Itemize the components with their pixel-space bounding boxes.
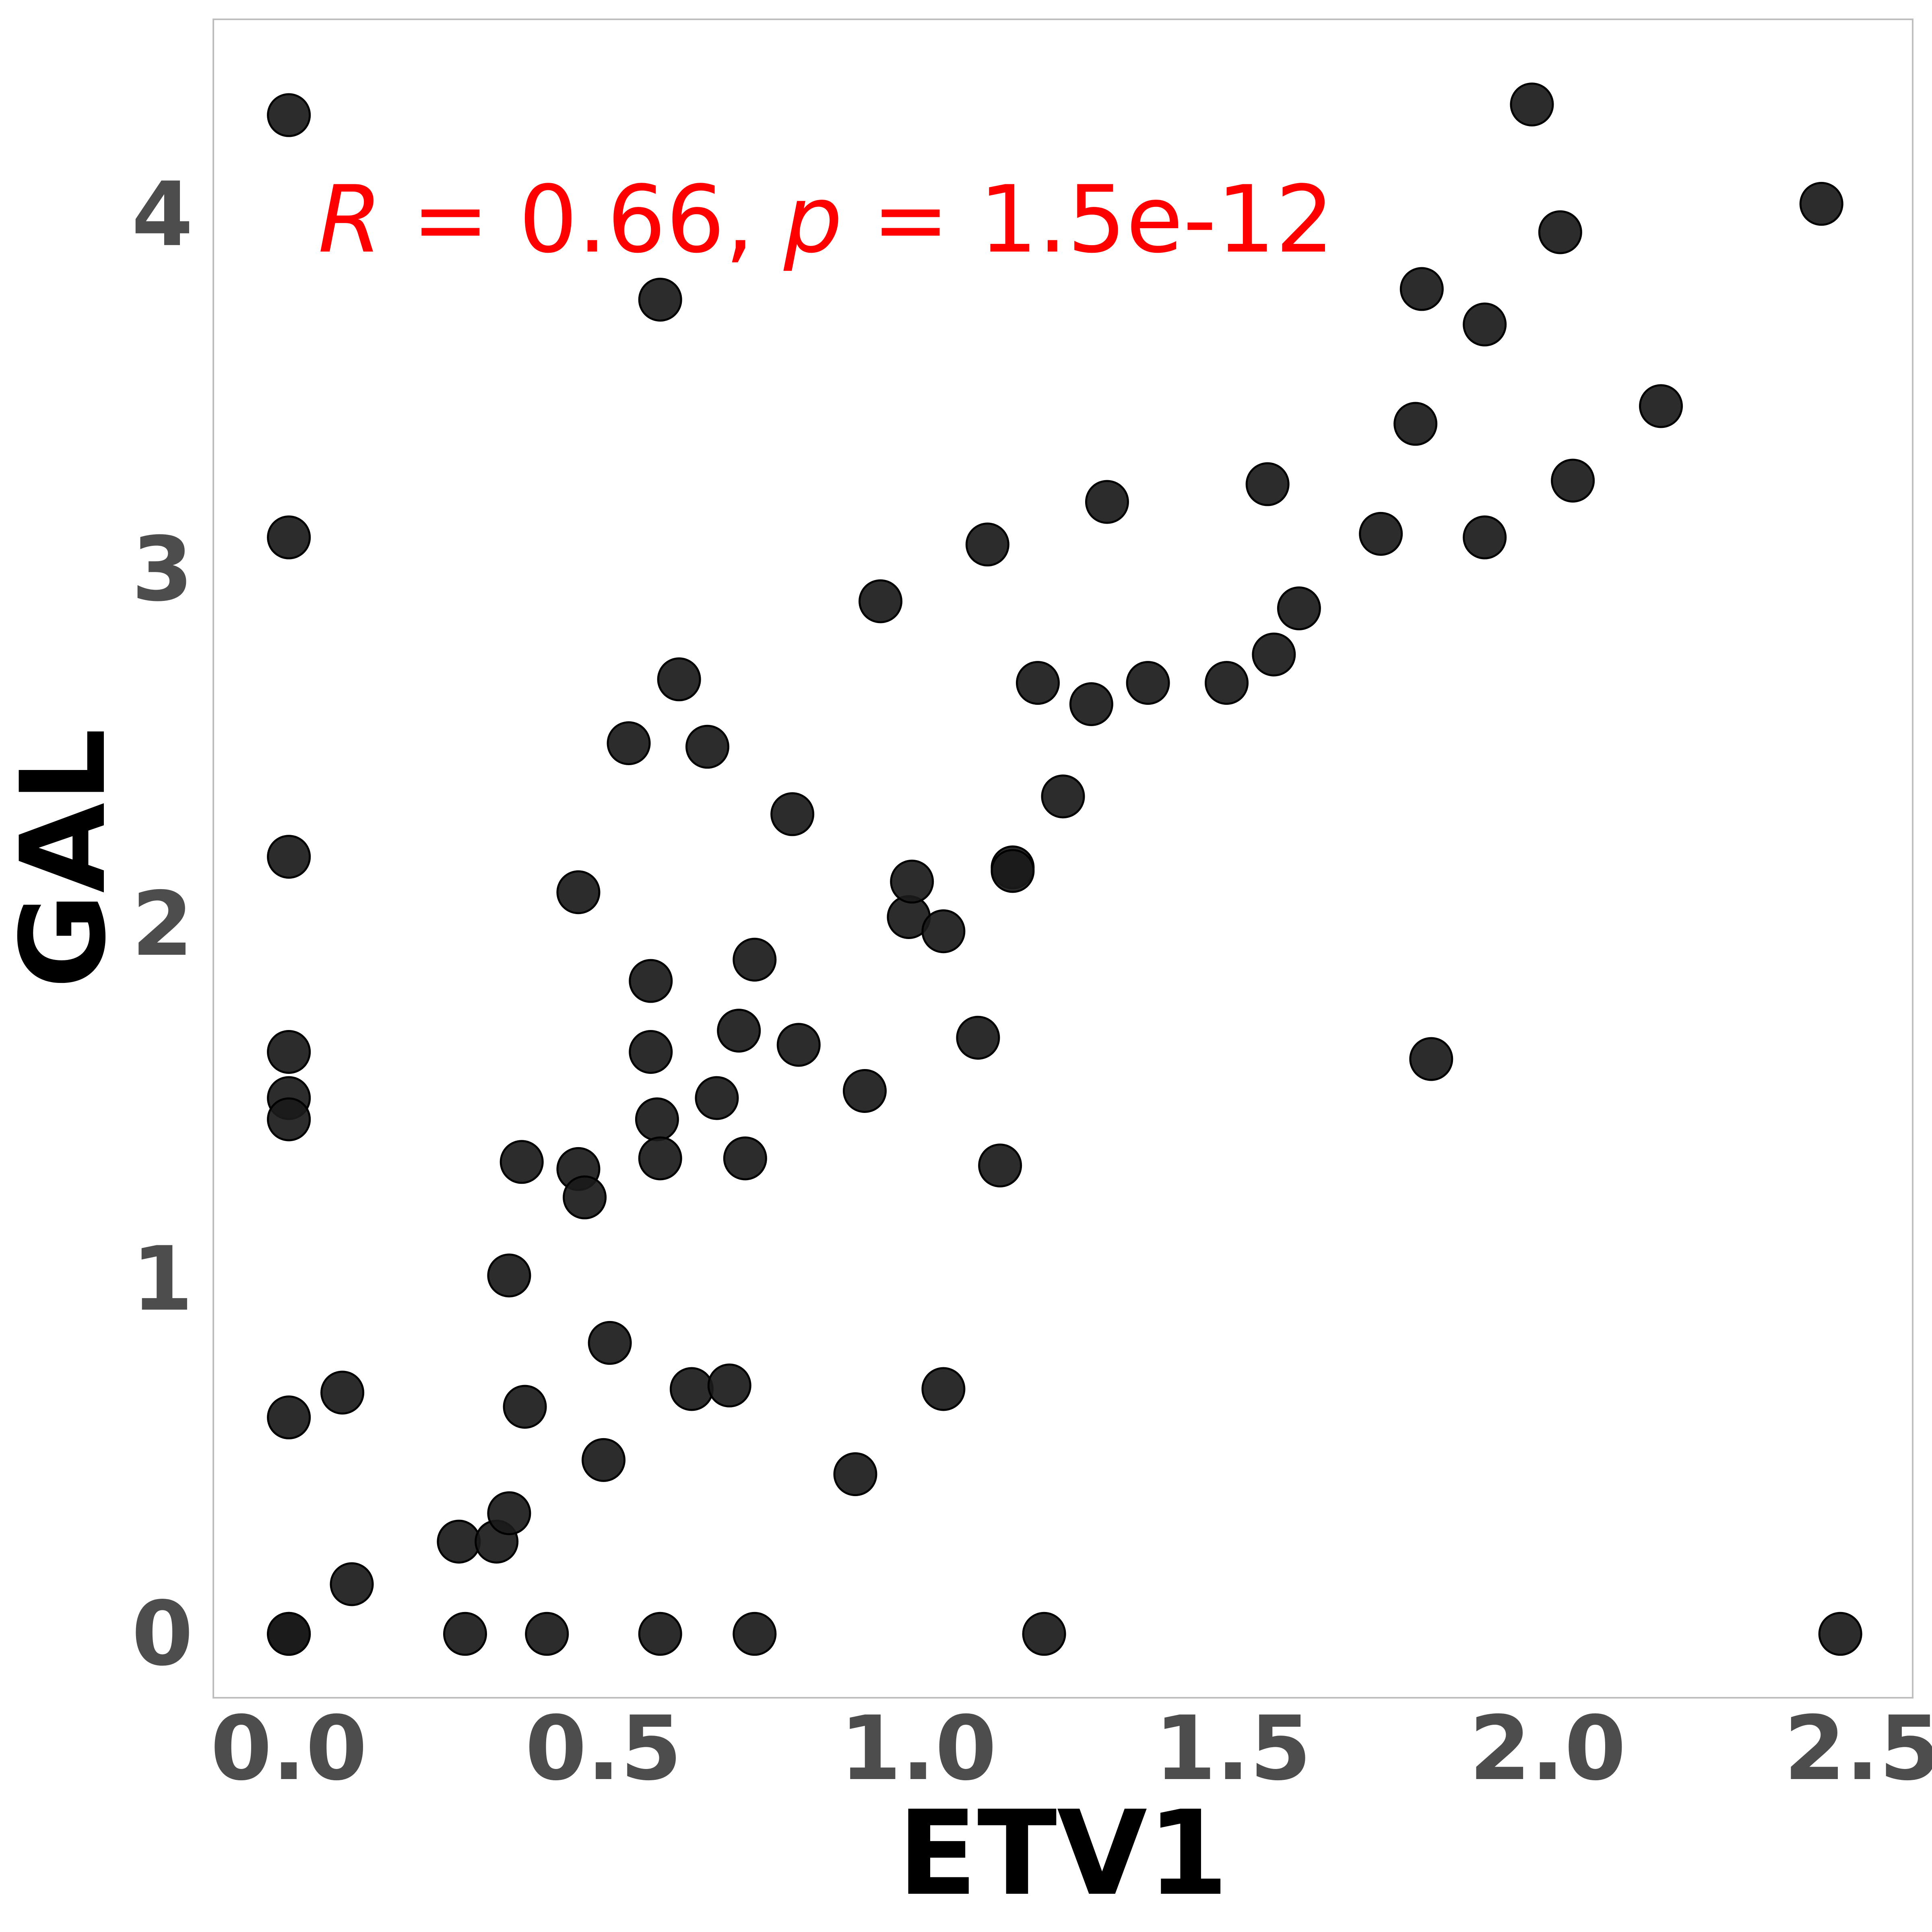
x-tick-labels: 0.0 0.5 1.0 1.5 2.0 2.5: [211, 1697, 1932, 1800]
y-tick-label: 2: [132, 873, 193, 976]
data-point: [669, 1367, 714, 1411]
data-point: [267, 1612, 311, 1656]
data-point: [330, 1562, 374, 1606]
data-point: [1016, 661, 1060, 705]
data-point: [487, 1253, 531, 1298]
data-point: [1022, 1612, 1066, 1656]
y-tick-label: 0: [132, 1582, 193, 1685]
x-tick-label: 2.0: [1469, 1697, 1626, 1800]
data-point: [1463, 302, 1507, 347]
data-point: [1409, 1037, 1453, 1081]
data-point: [1085, 480, 1129, 524]
data-point: [921, 909, 966, 954]
data-point: [1510, 83, 1554, 127]
x-tick-label: 1.5: [1154, 1697, 1311, 1800]
data-point: [859, 579, 903, 623]
data-point: [733, 937, 777, 982]
r-symbol: R: [318, 166, 382, 274]
x-tick-label: 1.0: [840, 1697, 997, 1800]
x-axis-title: ETV1: [898, 1786, 1228, 1922]
data-point: [635, 1097, 679, 1141]
y-tick-label: 1: [132, 1228, 193, 1331]
data-point: [638, 1136, 682, 1181]
data-point: [770, 792, 815, 836]
data-point: [267, 1030, 311, 1074]
y-tick-labels: 0 1 2 3 4: [132, 163, 193, 1685]
data-point: [443, 1612, 487, 1656]
data-point: [1205, 661, 1249, 705]
data-point: [1538, 210, 1582, 254]
data-point: [1126, 661, 1170, 705]
data-point: [723, 1136, 767, 1181]
p-symbol: p: [783, 166, 842, 274]
data-point: [267, 1097, 311, 1141]
data-point: [607, 721, 651, 765]
data-point: [921, 1367, 966, 1411]
data-point: [685, 724, 730, 769]
data-point: [563, 1175, 607, 1220]
data-point: [638, 1612, 682, 1656]
data-point: [707, 1363, 751, 1408]
p-value: = 1.5e-12: [842, 166, 1334, 274]
data-point: [525, 1612, 569, 1656]
data-point: [500, 1140, 544, 1184]
data-point: [1818, 1612, 1862, 1656]
data-point: [1245, 462, 1290, 506]
data-point: [1252, 632, 1296, 677]
data-point: [267, 1395, 311, 1440]
data-point: [833, 1452, 877, 1496]
data-point: [991, 849, 1035, 893]
data-point: [267, 835, 311, 879]
data-point: [1799, 182, 1843, 226]
data-point: [487, 1491, 531, 1536]
y-axis-title: GAL: [0, 728, 132, 989]
data-point: [1277, 586, 1321, 630]
data-point: [267, 515, 311, 559]
data-point: [581, 1438, 625, 1482]
data-points: [267, 83, 1862, 1656]
data-point: [657, 657, 701, 702]
data-point: [629, 1030, 673, 1074]
r-value: = 0.66,: [382, 166, 784, 274]
data-point: [629, 959, 673, 1003]
data-point: [733, 1612, 777, 1656]
data-point: [1359, 512, 1403, 556]
data-point: [717, 1009, 761, 1053]
x-tick-label: 2.5: [1784, 1697, 1932, 1800]
data-point: [556, 870, 601, 914]
data-point: [267, 93, 311, 137]
data-point: [978, 1144, 1022, 1188]
data-point: [1399, 267, 1444, 311]
data-point: [1639, 384, 1683, 428]
x-tick-label: 0.0: [211, 1697, 367, 1800]
data-point: [956, 1016, 1000, 1060]
y-tick-label: 4: [132, 163, 193, 266]
data-point: [1393, 402, 1438, 446]
data-point: [890, 859, 934, 904]
plot-area: [213, 19, 1913, 1699]
data-point: [588, 1321, 632, 1365]
data-point: [1551, 458, 1595, 503]
correlation-annotation: R = 0.66, p = 1.5e-12: [318, 166, 1334, 274]
data-point: [842, 1069, 887, 1113]
x-tick-label: 0.5: [525, 1697, 682, 1800]
y-tick-label: 3: [132, 518, 193, 621]
data-point: [638, 277, 682, 322]
data-point: [695, 1076, 739, 1120]
data-point: [320, 1371, 365, 1415]
data-point: [965, 522, 1009, 567]
data-point: [1463, 515, 1507, 559]
data-point: [1041, 774, 1085, 819]
data-point: [1069, 682, 1113, 727]
data-point: [437, 1519, 481, 1564]
data-point: [776, 1023, 821, 1067]
data-point: [503, 1385, 547, 1429]
